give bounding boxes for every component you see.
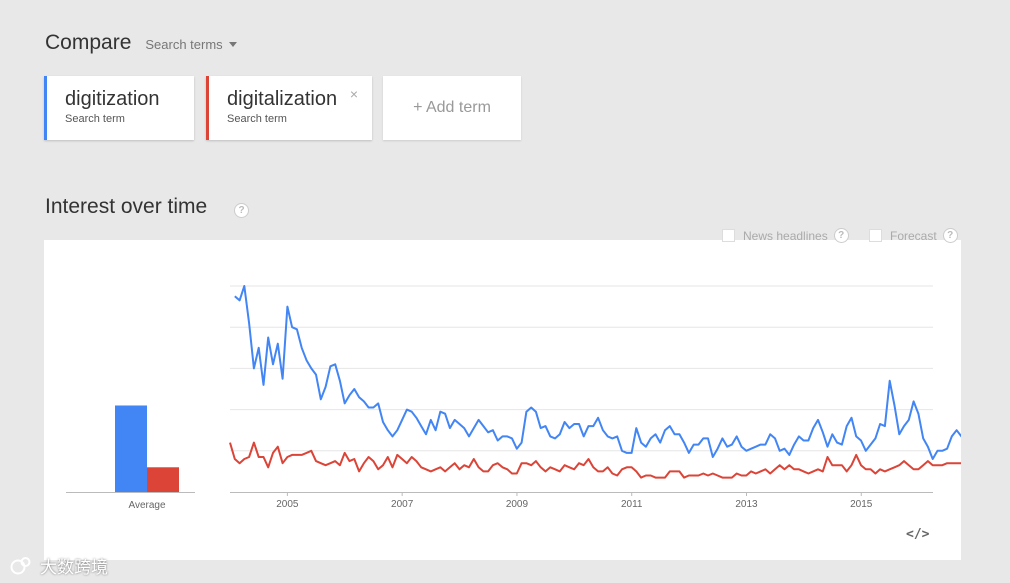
watermark-logo-icon (10, 556, 31, 574)
search-terms-dropdown[interactable]: Search terms (145, 37, 237, 52)
forecast-option[interactable]: Forecast ? (869, 228, 958, 243)
section-title: Interest over time (45, 195, 208, 218)
remove-term-icon[interactable]: × (349, 86, 358, 102)
term-color-bar (206, 76, 209, 140)
help-icon[interactable]: ? (942, 228, 958, 243)
watermark-text: 大数跨境 (40, 558, 108, 577)
x-tick-label: 2011 (621, 499, 643, 510)
x-tick-label: 2005 (276, 499, 299, 510)
term-card-digitalization[interactable]: digitalization Search term × (206, 76, 372, 140)
embed-code-icon[interactable]: </> (906, 527, 930, 542)
term-subtitle: Search term (65, 113, 125, 125)
help-icon[interactable]: ? (833, 228, 849, 243)
chart-panel: News headlines ? Forecast ? Average 2005 2… (44, 228, 1010, 560)
chevron-down-icon (228, 42, 237, 47)
forecast-checkbox[interactable] (869, 229, 882, 242)
x-tick-label: 2009 (506, 499, 529, 510)
series-line-digitization (234, 285, 1010, 460)
average-bar-digitization (115, 405, 147, 492)
average-label: Average (128, 500, 166, 511)
term-name: digitalization (227, 88, 338, 110)
interest-chart: Average 2005 2007 2009 2011 2013 2015 (66, 285, 1010, 511)
add-term-button[interactable]: + Add term (383, 76, 521, 140)
compare-title: Compare (45, 31, 132, 54)
x-tick-label: 2007 (391, 499, 414, 510)
news-headlines-option[interactable]: News headlines ? (722, 228, 849, 243)
news-headlines-checkbox[interactable] (722, 229, 735, 242)
compare-header: Compare Search terms (45, 31, 237, 55)
x-tick-label: 2015 (850, 499, 873, 510)
watermark: 大数跨境 (10, 553, 108, 578)
forecast-label: Forecast (890, 228, 937, 243)
x-tick-label: 2013 (735, 499, 758, 510)
term-subtitle: Search term (227, 113, 287, 125)
news-headlines-label: News headlines (743, 228, 828, 243)
term-name: digitization (65, 88, 160, 110)
term-card-digitization[interactable]: digitization Search term (44, 76, 194, 140)
search-terms-label: Search terms (145, 37, 223, 52)
average-bar-digitalization (147, 467, 179, 492)
help-icon[interactable]: ? (234, 203, 249, 218)
term-color-bar (44, 76, 47, 140)
